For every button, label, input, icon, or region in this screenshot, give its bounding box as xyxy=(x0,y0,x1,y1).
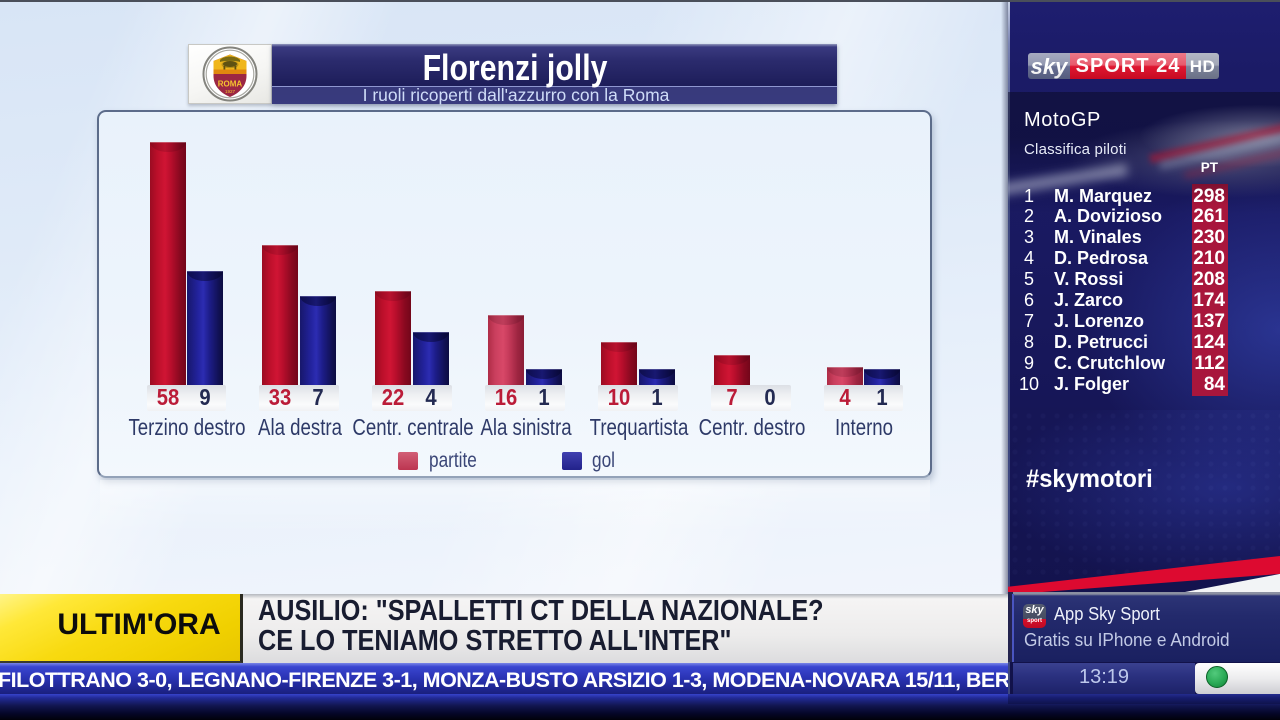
svg-text:1927: 1927 xyxy=(225,89,236,94)
svg-text:ROMA: ROMA xyxy=(218,80,243,89)
